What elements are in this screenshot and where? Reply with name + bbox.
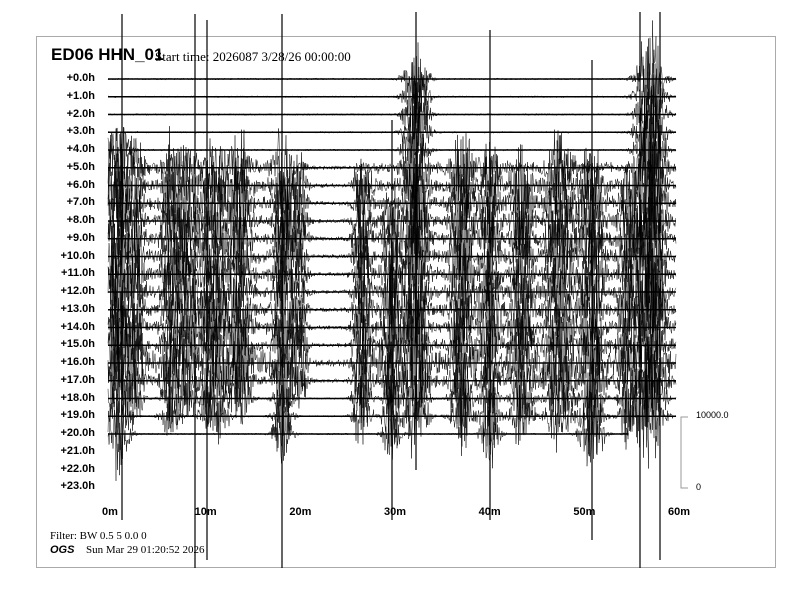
x-tick-label: 20m [289,506,312,518]
row-label: +1.0h [66,89,95,102]
row-label: +5.0h [66,160,95,173]
org-label: OGS [50,544,75,556]
row-label: +12.0h [60,285,95,297]
scale-top-label: 10000.0 [696,410,729,420]
row-label: +10.0h [60,249,95,262]
x-tick-label: 40m [478,506,501,518]
filter-info: Filter: BW 0.5 5 0.0 0 [50,530,147,542]
row-label: +7.0h [66,196,95,209]
x-tick-label: 0m [102,506,118,518]
row-label: +9.0h [66,231,95,244]
row-label: +6.0h [66,178,95,191]
row-label: +3.0h [66,125,95,138]
row-label: +8.0h [66,214,95,226]
start-time: Start time: 2026087 3/28/26 00:00:00 [155,49,351,64]
row-label: +13.0h [60,302,95,315]
amplitude-scale-bar [680,416,688,489]
row-label: +2.0h [66,107,95,120]
row-label: +15.0h [60,338,95,351]
row-label: +18.0h [60,391,95,404]
row-label: +0.0h [66,72,95,84]
row-label: +22.0h [60,462,95,475]
row-label: +19.0h [60,409,95,422]
x-tick-label: 30m [384,506,407,518]
x-tick-label: 60m [668,506,691,518]
row-label: +20.0h [60,427,95,439]
row-label: +17.0h [60,373,95,386]
x-tick-label: 10m [194,506,217,518]
plot-frame [36,36,776,568]
scale-bottom-label: 0 [696,482,702,492]
row-label: +23.0h [60,480,95,493]
row-label: +16.0h [60,356,95,368]
row-label: +21.0h [60,444,95,457]
trace-row-0 [107,20,677,125]
x-tick-label: 50m [573,506,596,518]
row-label: +11.0h [61,267,95,280]
generated-time: Sun Mar 29 01:20:52 2026 [86,544,205,556]
row-label: +14.0h [60,320,95,333]
row-label: +4.0h [66,143,95,155]
station-title: ED06 HHN_01 [51,45,164,64]
